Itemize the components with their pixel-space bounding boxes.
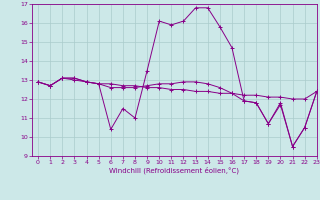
X-axis label: Windchill (Refroidissement éolien,°C): Windchill (Refroidissement éolien,°C): [109, 167, 239, 174]
